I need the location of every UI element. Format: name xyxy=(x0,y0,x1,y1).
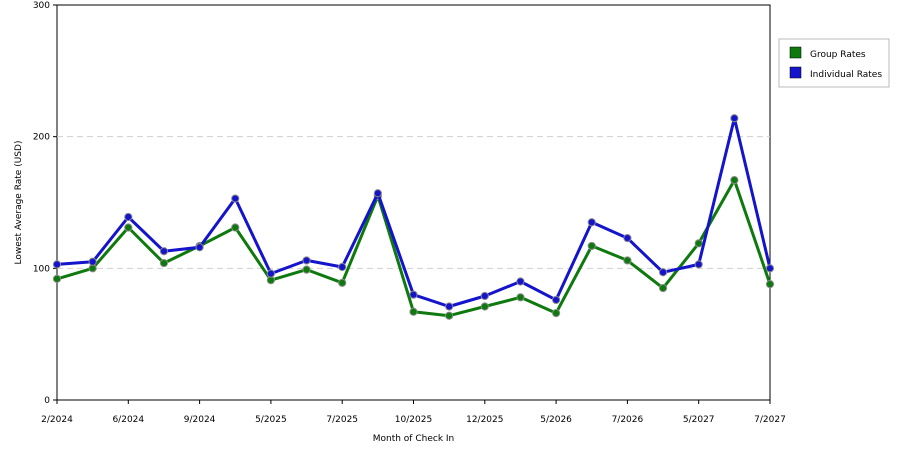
data-point-group-rates xyxy=(409,307,418,316)
data-point-individual-rates xyxy=(730,114,739,123)
x-tick-label: 10/2025 xyxy=(395,415,432,425)
data-point-group-rates xyxy=(516,293,525,302)
x-tick-label: 7/2027 xyxy=(754,415,786,425)
y-tick-label: 300 xyxy=(33,1,50,11)
data-point-group-rates xyxy=(765,280,775,289)
y-axis: 0 100 200 300 xyxy=(33,1,57,406)
legend-swatch-group-rates xyxy=(789,46,802,59)
data-point-group-rates xyxy=(480,302,489,311)
gridlines xyxy=(57,136,770,269)
legend: Group Rates Individual Rates xyxy=(778,38,890,88)
data-point-individual-rates xyxy=(52,260,62,269)
legend-swatch-individual-rates xyxy=(789,66,802,79)
data-point-group-rates xyxy=(302,265,311,274)
x-axis-title: Month of Check In xyxy=(373,434,455,444)
x-tick-label: 7/2026 xyxy=(612,415,644,425)
x-tick-label: 5/2026 xyxy=(540,415,572,425)
data-point-individual-rates xyxy=(302,256,311,265)
y-tick-label: 100 xyxy=(33,264,50,274)
data-point-individual-rates xyxy=(195,243,204,252)
data-point-individual-rates xyxy=(338,262,347,272)
x-tick-label: 6/2024 xyxy=(112,415,144,425)
data-point-individual-rates xyxy=(480,291,489,301)
x-axis: 2/2024 6/2024 9/2024 5/2025 7/2025 10/2025 12/… xyxy=(41,400,786,425)
data-point-individual-rates xyxy=(231,194,240,203)
x-tick-label: 9/2024 xyxy=(184,415,216,425)
data-point-individual-rates xyxy=(373,189,382,198)
data-point-group-rates xyxy=(231,223,240,232)
x-tick-label: 12/2025 xyxy=(466,415,503,425)
data-point-group-rates xyxy=(623,256,632,265)
plot-area xyxy=(56,4,771,401)
data-point-group-rates xyxy=(694,239,703,248)
x-tick-label: 2/2024 xyxy=(41,415,73,425)
x-tick-label: 5/2025 xyxy=(255,415,287,425)
data-point-individual-rates xyxy=(159,247,169,256)
data-point-individual-rates xyxy=(516,277,525,286)
data-point-individual-rates xyxy=(694,260,703,269)
data-point-group-rates xyxy=(658,283,668,293)
data-point-group-rates xyxy=(730,176,739,185)
data-point-group-rates xyxy=(587,241,596,251)
data-point-individual-rates xyxy=(623,233,632,243)
data-point-individual-rates xyxy=(552,295,561,305)
data-point-individual-rates xyxy=(658,268,668,277)
data-point-individual-rates xyxy=(445,302,454,311)
data-point-individual-rates xyxy=(124,212,133,222)
legend-label-group-rates: Group Rates xyxy=(810,50,866,60)
data-point-group-rates xyxy=(159,258,169,268)
x-tick-label: 5/2027 xyxy=(683,415,715,425)
data-point-individual-rates xyxy=(409,290,418,299)
y-axis-title: Lowest Average Rate (USD) xyxy=(14,141,24,265)
y-tick-label: 200 xyxy=(33,133,50,143)
data-point-group-rates xyxy=(445,311,454,320)
legend-label-individual-rates: Individual Rates xyxy=(810,70,882,80)
data-point-group-rates xyxy=(338,278,347,287)
data-point-individual-rates xyxy=(266,269,275,278)
data-point-group-rates xyxy=(124,223,133,232)
series-group xyxy=(52,114,775,320)
data-point-group-rates xyxy=(52,274,62,283)
data-point-individual-rates xyxy=(587,218,596,227)
x-tick-label: 7/2025 xyxy=(326,415,358,425)
y-tick-label: 0 xyxy=(44,396,50,406)
data-point-individual-rates xyxy=(88,257,97,266)
data-point-individual-rates xyxy=(765,264,775,273)
data-point-group-rates xyxy=(552,309,561,318)
